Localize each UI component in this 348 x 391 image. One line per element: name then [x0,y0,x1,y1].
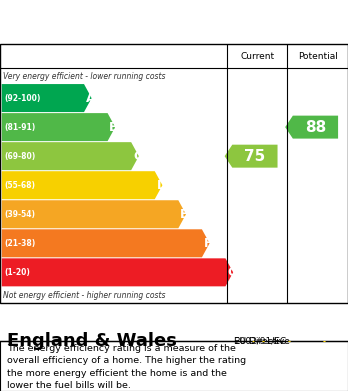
Text: 75: 75 [244,149,266,164]
Text: The energy efficiency rating is a measure of the
overall efficiency of a home. T: The energy efficiency rating is a measur… [7,344,246,390]
Text: (39-54): (39-54) [4,210,35,219]
Polygon shape [2,229,209,257]
Text: G: G [227,266,237,279]
Polygon shape [2,171,163,199]
Text: C: C [133,150,142,163]
Polygon shape [2,200,186,228]
Text: A: A [86,91,95,104]
Text: England & Wales: England & Wales [7,332,177,350]
Text: (55-68): (55-68) [4,181,35,190]
Text: (92-100): (92-100) [4,93,41,102]
Text: 88: 88 [305,120,326,135]
Text: EU Directive: EU Directive [234,337,290,346]
Text: Very energy efficient - lower running costs: Very energy efficient - lower running co… [3,72,166,81]
Polygon shape [225,145,277,168]
Polygon shape [2,142,139,170]
Polygon shape [2,113,115,141]
Text: E: E [180,208,189,221]
Text: Not energy efficient - higher running costs: Not energy efficient - higher running co… [3,291,166,300]
Text: Energy Efficiency Rating: Energy Efficiency Rating [10,14,220,30]
Text: F: F [204,237,212,250]
Text: (21-38): (21-38) [4,239,35,248]
Text: (69-80): (69-80) [4,152,35,161]
Polygon shape [2,258,233,286]
Text: D: D [157,179,167,192]
Text: Potential: Potential [298,52,338,61]
Text: B: B [109,120,119,134]
Polygon shape [2,84,92,112]
Text: Current: Current [240,52,274,61]
Text: 2002/91/EC: 2002/91/EC [234,337,286,346]
Text: (81-91): (81-91) [4,123,35,132]
Text: (1-20): (1-20) [4,268,30,277]
Polygon shape [285,116,338,138]
